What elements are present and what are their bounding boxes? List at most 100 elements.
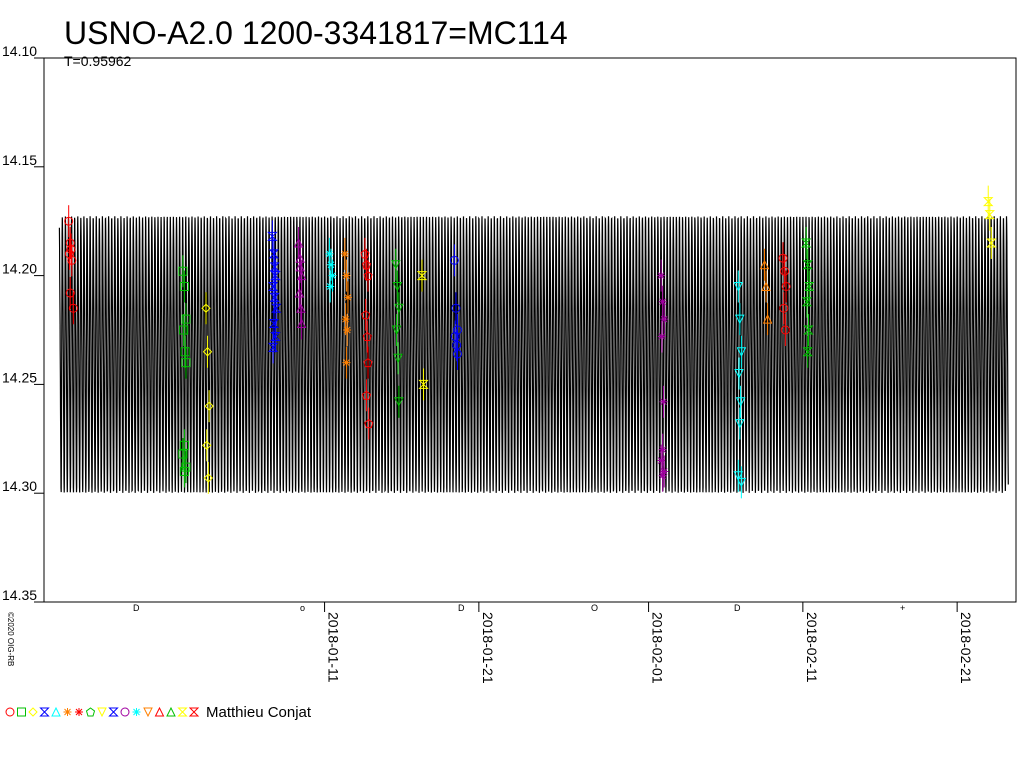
observation-series bbox=[267, 220, 282, 364]
data-point bbox=[65, 238, 75, 248]
data-point bbox=[267, 342, 279, 352]
data-point bbox=[180, 347, 190, 357]
data-point bbox=[177, 707, 188, 717]
data-point bbox=[202, 440, 212, 451]
observation-series bbox=[759, 248, 773, 336]
data-point bbox=[800, 238, 812, 248]
observation-points bbox=[64, 185, 997, 499]
data-point bbox=[984, 210, 995, 220]
data-point bbox=[736, 477, 747, 488]
data-point bbox=[51, 706, 61, 717]
y-axis-ticks: 14.10 14.15 14.20 14.25 14.30 14.35 bbox=[2, 43, 44, 603]
data-point bbox=[759, 259, 770, 270]
data-point bbox=[660, 315, 669, 324]
model-curve bbox=[58, 216, 1009, 493]
observation-series bbox=[800, 226, 815, 368]
data-point bbox=[780, 266, 790, 276]
data-point bbox=[392, 281, 403, 292]
data-point bbox=[361, 260, 372, 270]
x-tick-label: 2018-01-11 bbox=[326, 612, 342, 683]
data-point bbox=[658, 471, 667, 480]
data-point bbox=[735, 314, 745, 325]
plot-frame bbox=[43, 57, 1017, 603]
data-point bbox=[735, 419, 745, 429]
data-point bbox=[416, 271, 428, 281]
observation-series bbox=[733, 270, 747, 499]
legend-observer: Matthieu Conjat bbox=[206, 704, 312, 721]
data-point bbox=[735, 397, 746, 407]
data-point bbox=[295, 261, 305, 272]
data-point bbox=[733, 471, 744, 481]
data-point bbox=[361, 310, 371, 320]
data-point bbox=[451, 303, 461, 313]
model-curve-line bbox=[58, 216, 1009, 493]
data-point bbox=[120, 707, 130, 717]
observation-series bbox=[178, 255, 191, 488]
data-point bbox=[204, 401, 214, 411]
copyright-credit: ©2020 OIG-RB bbox=[6, 612, 15, 666]
y-tick-label: 14.25 bbox=[2, 369, 37, 385]
data-point bbox=[326, 260, 335, 269]
data-point bbox=[97, 707, 107, 718]
data-point bbox=[296, 303, 306, 313]
data-point bbox=[269, 262, 280, 272]
data-point bbox=[154, 706, 165, 717]
data-point bbox=[761, 281, 771, 291]
observation-series bbox=[449, 244, 462, 370]
data-point bbox=[179, 466, 189, 476]
data-point bbox=[986, 238, 997, 248]
data-point bbox=[803, 325, 814, 335]
observation-series bbox=[201, 292, 214, 494]
data-point bbox=[363, 358, 373, 368]
observation-series bbox=[64, 205, 78, 325]
data-point bbox=[108, 707, 119, 717]
data-point bbox=[801, 297, 813, 307]
data-point bbox=[802, 347, 813, 357]
data-point bbox=[202, 347, 213, 357]
data-point bbox=[452, 340, 462, 350]
data-point bbox=[340, 249, 349, 258]
cycle-marker: D bbox=[133, 603, 140, 613]
y-tick-label: 14.35 bbox=[2, 587, 37, 603]
data-point bbox=[449, 255, 459, 265]
data-point bbox=[270, 332, 281, 342]
data-point bbox=[179, 325, 189, 335]
data-point bbox=[418, 379, 429, 389]
data-point bbox=[393, 353, 403, 364]
data-point bbox=[178, 449, 188, 459]
observation-series bbox=[360, 237, 374, 440]
data-point bbox=[658, 297, 667, 306]
observation-series bbox=[390, 248, 404, 418]
data-point bbox=[203, 473, 214, 483]
data-point bbox=[5, 707, 15, 717]
data-point bbox=[778, 253, 788, 263]
data-point bbox=[364, 418, 374, 429]
y-tick-label: 14.15 bbox=[2, 152, 37, 168]
data-point bbox=[733, 281, 744, 292]
data-point bbox=[802, 260, 813, 270]
data-point bbox=[181, 358, 191, 368]
data-point bbox=[166, 706, 176, 717]
observation-series bbox=[416, 259, 429, 401]
cycle-marker: D bbox=[458, 603, 465, 613]
data-point bbox=[85, 707, 96, 717]
legend-symbols bbox=[5, 706, 200, 718]
data-point bbox=[132, 708, 141, 716]
data-point bbox=[17, 707, 26, 717]
cycle-marker: D bbox=[734, 603, 741, 613]
data-point bbox=[363, 270, 373, 281]
data-point bbox=[360, 249, 370, 259]
observation-series bbox=[325, 237, 337, 303]
data-point bbox=[325, 249, 334, 258]
data-point bbox=[657, 456, 666, 465]
data-point bbox=[394, 303, 404, 314]
data-point bbox=[178, 266, 188, 276]
x-tick-label: 2018-02-01 bbox=[650, 612, 666, 684]
observation-series bbox=[340, 237, 352, 379]
data-point bbox=[65, 288, 75, 298]
y-tick-label: 14.30 bbox=[2, 478, 37, 494]
data-point bbox=[780, 325, 790, 335]
chart-title: USNO-A2.0 1200-3341817=MC114 bbox=[64, 15, 568, 51]
